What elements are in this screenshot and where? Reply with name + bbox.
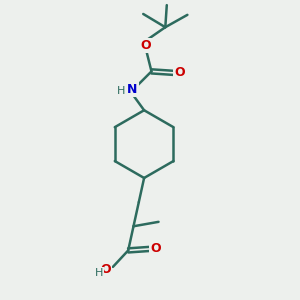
Text: O: O — [101, 263, 111, 276]
Text: O: O — [140, 39, 151, 52]
Text: N: N — [127, 83, 137, 96]
Text: H: H — [94, 268, 103, 278]
Text: H: H — [117, 86, 126, 96]
Text: O: O — [150, 242, 160, 255]
Text: O: O — [174, 66, 185, 80]
